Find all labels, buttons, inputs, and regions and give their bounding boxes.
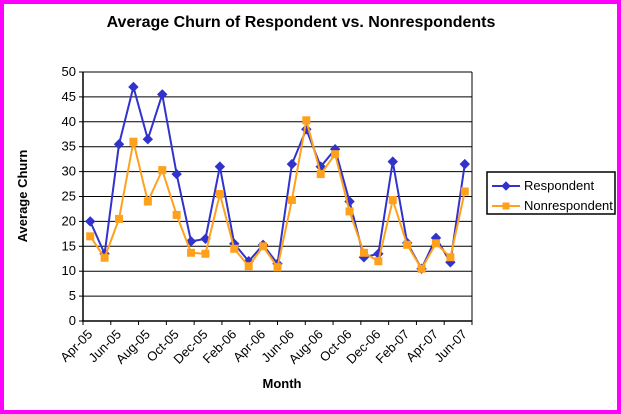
y-tick-label: 5 bbox=[69, 288, 76, 303]
y-tick-label: 10 bbox=[62, 263, 76, 278]
series-respondent bbox=[84, 81, 471, 274]
legend: Respondent Nonrespondent bbox=[486, 171, 616, 215]
nonrespondent-line-marker-icon bbox=[492, 202, 520, 210]
y-tick-label: 50 bbox=[62, 64, 76, 79]
legend-label-respondent: Respondent bbox=[524, 178, 594, 193]
y-tick-label: 25 bbox=[62, 189, 76, 204]
series-nonrespondent bbox=[86, 116, 469, 273]
y-tick-label: 40 bbox=[62, 114, 76, 129]
x-axis-tick-labels: Apr-05Jun-05Aug-05Oct-05Dec-05Feb-06Apr-… bbox=[57, 321, 473, 367]
y-tick-label: 45 bbox=[62, 89, 76, 104]
legend-label-nonrespondent: Nonrespondent bbox=[524, 198, 613, 213]
respondent-line-marker-icon bbox=[492, 181, 520, 191]
chart-title: Average Churn of Respondent vs. Nonrespo… bbox=[107, 14, 496, 31]
y-tick-label: 30 bbox=[62, 164, 76, 179]
y-tick-label: 15 bbox=[62, 238, 76, 253]
y-tick-label: 35 bbox=[62, 139, 76, 154]
y-tick-label: 20 bbox=[62, 213, 76, 228]
x-axis-title: Month bbox=[263, 376, 302, 391]
x-tick-label: Jun-07 bbox=[431, 327, 470, 366]
y-tick-label: 0 bbox=[69, 313, 76, 328]
gridlines bbox=[79, 71, 472, 322]
y-axis-title: Average Churn bbox=[15, 150, 30, 243]
y-axis-tick-labels: 0 5 10 15 20 25 30 35 40 45 50 bbox=[62, 64, 76, 328]
plot-area: 0 5 10 15 20 25 30 35 40 45 50 Apr-05Jun-05Aug-05Oc… bbox=[57, 64, 473, 367]
